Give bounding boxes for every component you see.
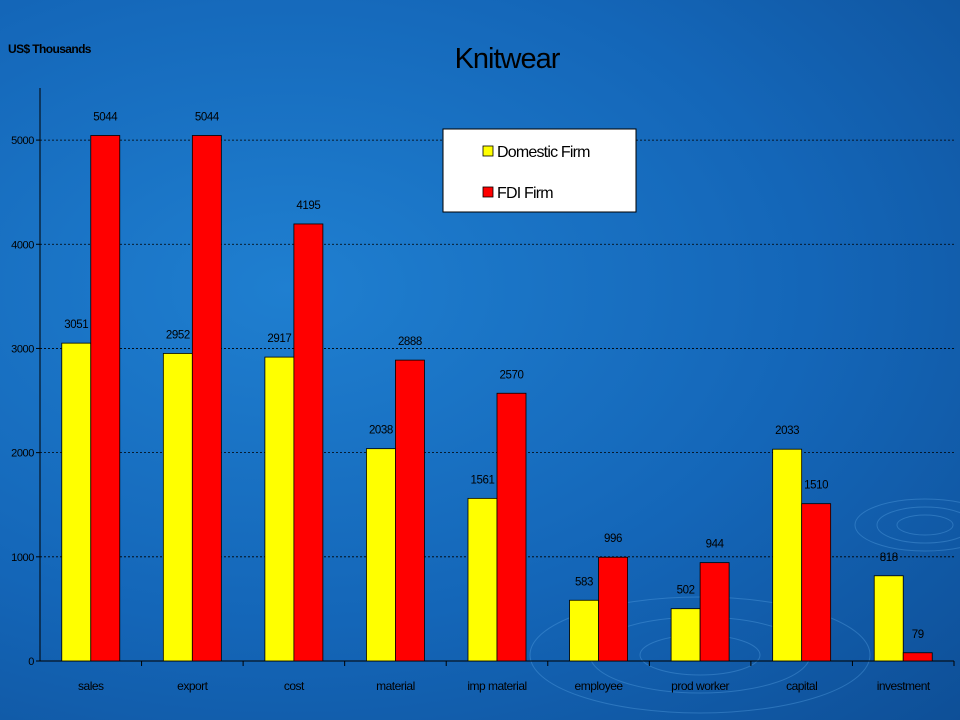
data-label-domestic: 2952: [166, 329, 190, 341]
data-label-fdi: 5044: [195, 112, 220, 124]
plot-area: 0 1000 2000 3000 4000 5000 sales 3051 5044 export…: [11, 88, 955, 693]
bar-domestic: [569, 599, 599, 662]
legend-swatch-fdi: [482, 186, 494, 198]
bar-fdi: [598, 556, 628, 662]
y-tick-label: 1000: [11, 552, 34, 564]
data-label-fdi: 1510: [804, 480, 828, 492]
legend-label-domestic: Domestic Firm: [497, 144, 590, 161]
bar-domestic: [61, 342, 92, 662]
legend-item-fdi: FDI Firm: [482, 185, 554, 202]
bar-domestic: [670, 608, 701, 662]
data-label-domestic: 1561: [471, 474, 495, 486]
data-label-domestic: 818: [880, 552, 898, 564]
bar-fdi: [293, 223, 324, 662]
data-label-domestic: 3051: [64, 319, 88, 331]
x-tick-label: sales: [78, 679, 104, 693]
data-label-fdi: 944: [706, 539, 725, 551]
data-label-fdi: 5044: [93, 112, 118, 124]
bar-domestic: [366, 448, 396, 662]
bar-fdi: [90, 135, 121, 662]
bar-domestic: [467, 497, 498, 662]
x-tick-label: employee: [575, 679, 624, 693]
data-label-fdi: 2888: [398, 336, 422, 348]
data-label-domestic: 2033: [775, 425, 799, 437]
data-label-domestic: 583: [575, 576, 593, 588]
data-label-fdi: 996: [604, 533, 622, 545]
bar-fdi: [496, 392, 527, 662]
bar-fdi: [699, 562, 730, 662]
legend-swatch-domestic: [482, 145, 494, 157]
bar-fdi: [191, 135, 222, 662]
x-tick-label: investment: [877, 679, 931, 693]
legend-item-domestic: Domestic Firm: [482, 144, 591, 161]
data-label-fdi: 2570: [500, 369, 524, 381]
x-tick-label: cost: [284, 679, 305, 693]
chart-title: Knitwear: [455, 43, 561, 75]
y-axis-label: US$ Thousands: [8, 42, 92, 56]
data-label-fdi: 79: [912, 629, 924, 641]
bar-fdi: [801, 503, 832, 662]
x-tick-label: capital: [786, 679, 817, 693]
legend: Domestic Firm FDI Firm: [442, 128, 637, 213]
y-tick-label: 4000: [11, 239, 34, 251]
bar-domestic: [772, 448, 803, 662]
bar-domestic: [873, 575, 904, 662]
data-label-fdi: 4195: [296, 200, 320, 212]
bar-domestic: [162, 353, 193, 662]
legend-label-fdi: FDI Firm: [497, 185, 553, 202]
data-label-domestic: 502: [677, 585, 695, 597]
bar-fdi: [902, 652, 933, 662]
y-tick-label: 2000: [11, 448, 34, 460]
y-tick-label: 3000: [11, 343, 34, 355]
x-tick-label: export: [177, 679, 209, 693]
y-tick-label: 5000: [11, 135, 34, 147]
x-tick-label: material: [376, 679, 415, 693]
data-label-domestic: 2038: [369, 425, 393, 437]
data-label-domestic: 2917: [267, 333, 291, 345]
bar-fdi: [395, 359, 425, 662]
bar-domestic: [264, 356, 295, 662]
x-tick-label: imp material: [467, 679, 526, 693]
x-tick-label: prod worker: [671, 679, 729, 693]
y-tick-label: 0: [28, 656, 34, 668]
